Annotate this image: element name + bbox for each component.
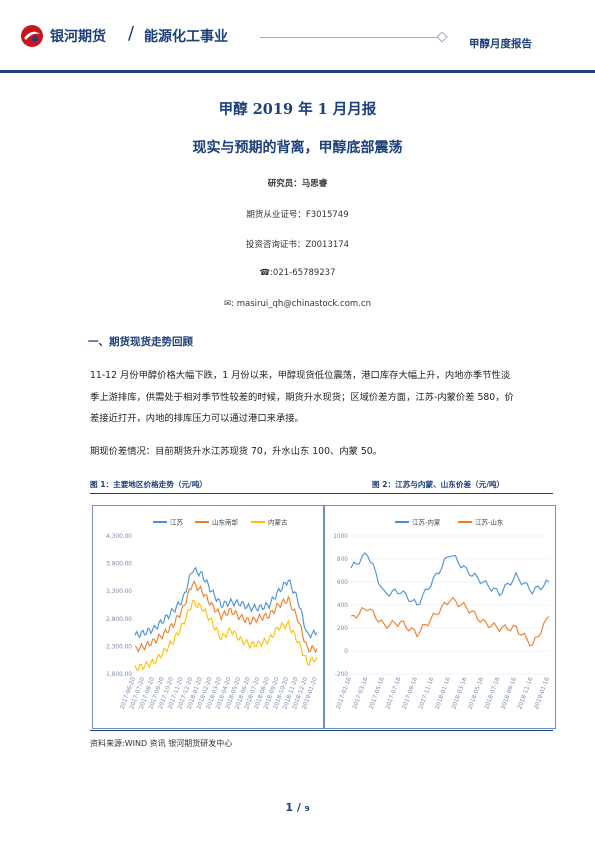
- spread-chart: -200 0 200 400 600 800 1000 2017-01-16 2017-03-1…: [324, 505, 556, 729]
- x-tick-label: 2019-01-16: [534, 676, 551, 710]
- x-tick-label: 2018-09-16: [501, 676, 518, 710]
- brand-name: 银河期货: [50, 29, 106, 45]
- advisor-certificate: 投资咨询证书：Z0013174: [245, 240, 350, 250]
- legend-label: 江苏: [170, 518, 184, 527]
- header-decor-diamond: [436, 31, 448, 43]
- x-tick-label: 2018-05-16: [468, 676, 485, 710]
- y-tick-label: 0: [344, 649, 348, 655]
- x-tick-label: 2018-01-16: [435, 676, 452, 710]
- legend-label: 山东南部: [212, 518, 239, 527]
- y-tick-label: 400: [337, 603, 348, 609]
- price-trend-chart: 1,800.00 2,300.00 2,800.00 3,300.00 3,800.00…: [92, 505, 324, 729]
- paragraph: 期现价差情况：目前期货升水江苏现货 70，升水山东 100、内蒙 50。: [90, 446, 382, 457]
- x-tick-label: 2017-03-16: [352, 676, 369, 710]
- page-current: 1: [285, 801, 294, 814]
- division-name: 能源化工事业: [144, 29, 228, 45]
- series-line: [350, 552, 550, 606]
- y-tick-label: 600: [337, 580, 348, 586]
- y-tick-label: 4,300.00: [106, 534, 132, 540]
- report-title: 甲醇 2019 年 1 月月报: [218, 101, 377, 118]
- series-line: [134, 566, 318, 640]
- report-type: 甲醇月度报告: [469, 38, 532, 50]
- page-number: 1 / 9: [0, 801, 595, 814]
- x-tick-label: 2018-07-16: [484, 676, 501, 710]
- page-total: 9: [304, 805, 310, 813]
- header-divider: /: [128, 23, 135, 44]
- x-tick-label: 2017-01-16: [336, 676, 353, 710]
- data-source: 资料来源:WIND 资讯 银河期货研发中心: [90, 739, 233, 748]
- section-heading: 一、期货现货走势回顾: [88, 336, 193, 348]
- galaxy-logo-icon: [21, 25, 43, 47]
- header-rule: [0, 70, 595, 73]
- phone: ☎:021-65789237: [259, 268, 336, 278]
- legend-label: 内蒙古: [268, 518, 288, 527]
- y-tick-label: 200: [337, 626, 348, 632]
- figure-rule: [90, 730, 553, 731]
- figure-caption: 图 1：主要地区价格走势（元/吨）: [90, 480, 208, 489]
- figure-rule: [90, 493, 553, 494]
- figure-caption: 图 2：江苏与内蒙、山东价差（元/吨）: [372, 480, 505, 489]
- legend-label: 江苏-内蒙: [412, 518, 441, 527]
- legend-label: 江苏-山东: [475, 518, 504, 527]
- y-tick-label: 3,300.00: [106, 589, 132, 595]
- x-tick-label: 2018-11-16: [517, 676, 534, 710]
- email-link[interactable]: ✉: masirui_qh@chinastock.com.cn: [224, 299, 371, 309]
- x-tick-label: 2017-09-16: [402, 676, 419, 710]
- header-decor-line: [260, 37, 440, 38]
- paragraph: 11-12 月份甲醇价格大幅下跌，1 月份以来，甲醇现货低位震荡，港口库存大幅上…: [90, 370, 514, 424]
- y-tick-label: 2,300.00: [106, 644, 132, 650]
- x-tick-label: 2017-11-16: [418, 676, 435, 710]
- report-subtitle: 现实与预期的背离，甲醇底部震荡: [192, 140, 403, 156]
- y-tick-label: -200: [335, 672, 348, 678]
- page-separator: /: [296, 801, 301, 814]
- series-line: [134, 580, 318, 654]
- series-line: [350, 596, 550, 647]
- license-number: 期货从业证号：F3015749: [246, 210, 349, 220]
- x-tick-label: 2017-05-16: [369, 676, 386, 710]
- x-tick-label: 2018-03-16: [451, 676, 468, 710]
- y-tick-label: 800: [337, 557, 348, 563]
- series-line: [134, 599, 318, 671]
- y-tick-label: 1,800.00: [106, 672, 132, 678]
- y-tick-label: 2,800.00: [106, 617, 132, 623]
- y-tick-label: 1000: [333, 534, 348, 540]
- y-tick-label: 3,800.00: [106, 562, 132, 568]
- researcher: 研究员：马思睿: [267, 179, 328, 189]
- x-tick-label: 2017-07-16: [385, 676, 402, 710]
